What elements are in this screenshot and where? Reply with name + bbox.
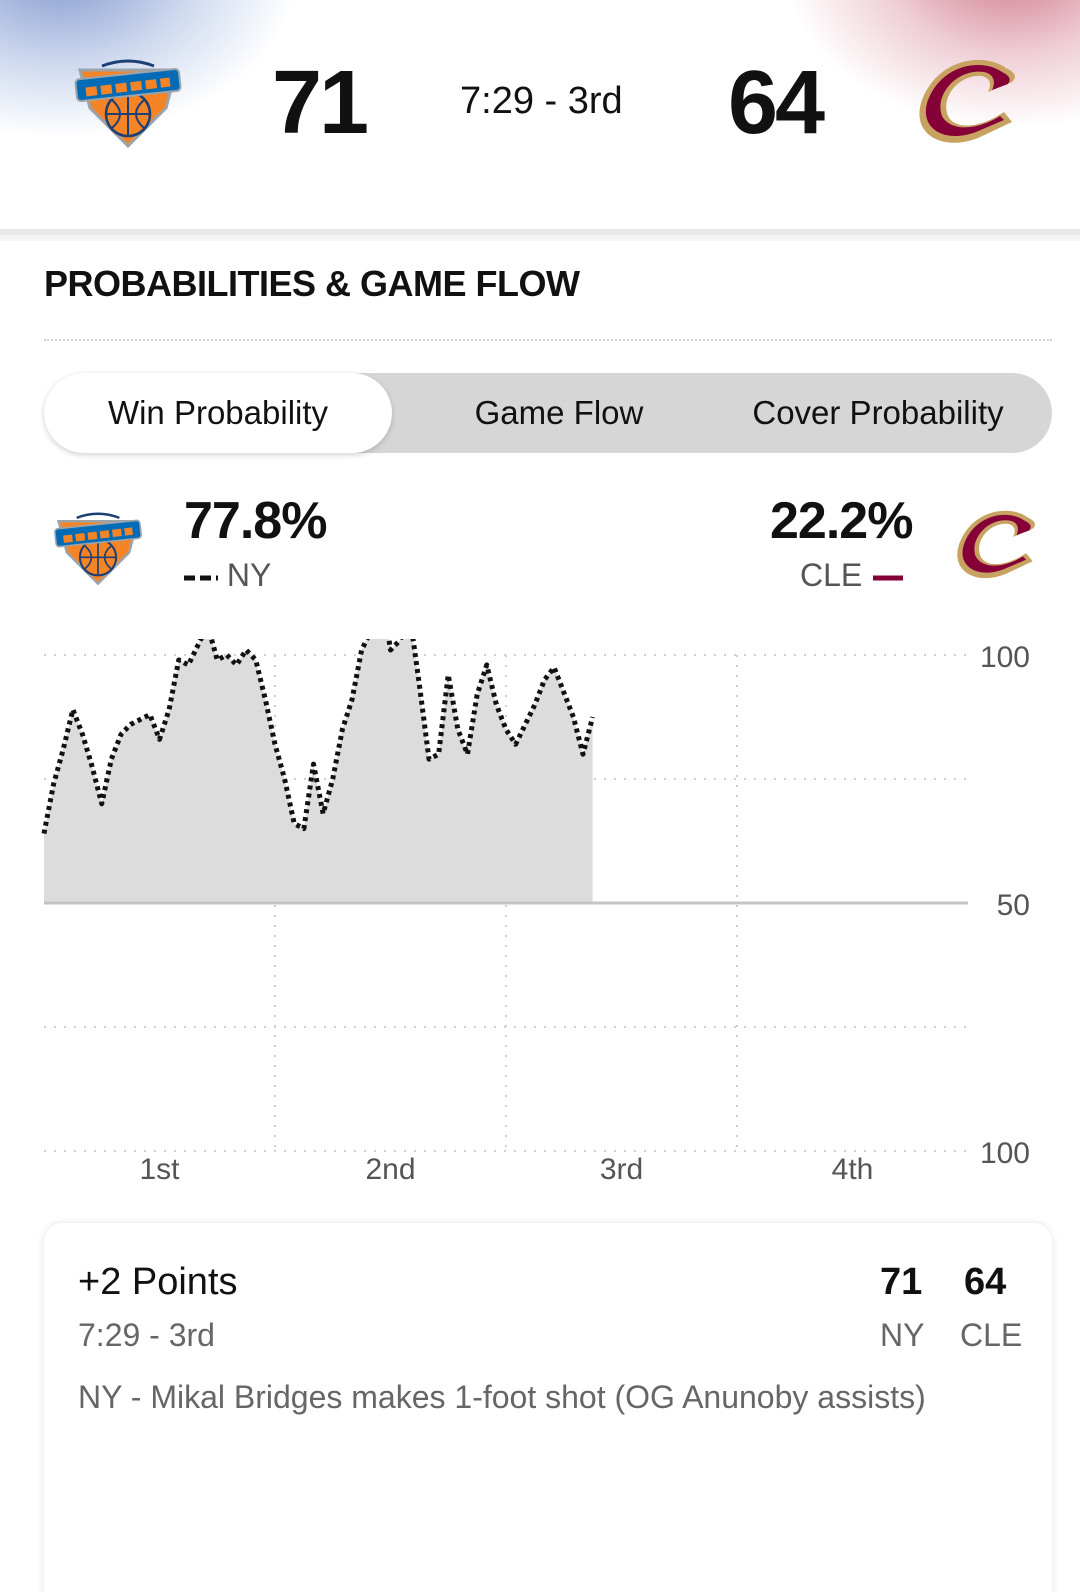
game-content: PROBABILITIES & GAME FLOW Win Probabilit… bbox=[0, 241, 1080, 1592]
x-tick-label: 3rd bbox=[600, 1153, 643, 1186]
series-line-ny bbox=[41, 639, 596, 835]
play-away-score: 71 bbox=[880, 1261, 923, 1303]
y-tick-label: 100 bbox=[980, 641, 1030, 674]
away-legend-label: NY bbox=[226, 557, 272, 593]
away-win-probability: 77.8% bbox=[184, 492, 327, 550]
play-time: 7:29 - 3rd bbox=[78, 1317, 215, 1353]
game-header: 71 7:29 - 3rd 64 bbox=[0, 0, 1080, 235]
home-win-probability: 22.2% bbox=[770, 492, 913, 550]
home-legend: CLE bbox=[800, 557, 905, 594]
away-score: 71 bbox=[272, 53, 369, 153]
play-title: +2 Points bbox=[78, 1261, 238, 1303]
header-divider bbox=[0, 229, 1080, 235]
play-away-label: NY bbox=[880, 1317, 925, 1353]
x-tick-label: 2nd bbox=[365, 1153, 415, 1186]
cavaliers-logo[interactable] bbox=[908, 48, 1026, 156]
y-tick-label: 50 bbox=[997, 889, 1030, 922]
home-score: 64 bbox=[728, 53, 825, 153]
away-legend: NY bbox=[184, 557, 271, 594]
section-divider bbox=[44, 339, 1052, 341]
game-clock: 7:29 - 3rd bbox=[460, 80, 623, 122]
play-home-score: 64 bbox=[964, 1261, 1007, 1303]
win-probability-area bbox=[44, 639, 593, 903]
dashed-line-legend-icon bbox=[184, 575, 218, 581]
section-title: PROBABILITIES & GAME FLOW bbox=[44, 263, 580, 304]
play-home-label: CLE bbox=[960, 1317, 1023, 1353]
y-tick-label: 100 bbox=[980, 1137, 1030, 1170]
x-tick-label: 4th bbox=[832, 1153, 874, 1186]
tab-cover-probability[interactable]: Cover Probability bbox=[752, 394, 1004, 431]
home-legend-label: CLE bbox=[800, 557, 863, 593]
chart-type-tabs: Win Probability Game Flow Cover Probabil… bbox=[44, 373, 1052, 453]
last-play-card[interactable]: +2 Points 7:29 - 3rd NY - Mikal Bridges … bbox=[44, 1223, 1052, 1592]
cavaliers-logo-small bbox=[957, 510, 1035, 579]
tab-win-probability[interactable]: Win Probability bbox=[44, 373, 392, 453]
knicks-logo-small bbox=[54, 512, 142, 586]
win-probability-chart[interactable]: 100 50 100 1st 2nd 3rd 4th bbox=[0, 639, 1080, 1199]
play-description: NY - Mikal Bridges makes 1-foot shot (OG… bbox=[78, 1379, 926, 1415]
x-tick-label: 1st bbox=[139, 1153, 180, 1186]
knicks-logo[interactable] bbox=[72, 48, 184, 150]
solid-line-legend-icon bbox=[873, 575, 904, 581]
tab-game-flow[interactable]: Game Flow bbox=[474, 394, 644, 431]
